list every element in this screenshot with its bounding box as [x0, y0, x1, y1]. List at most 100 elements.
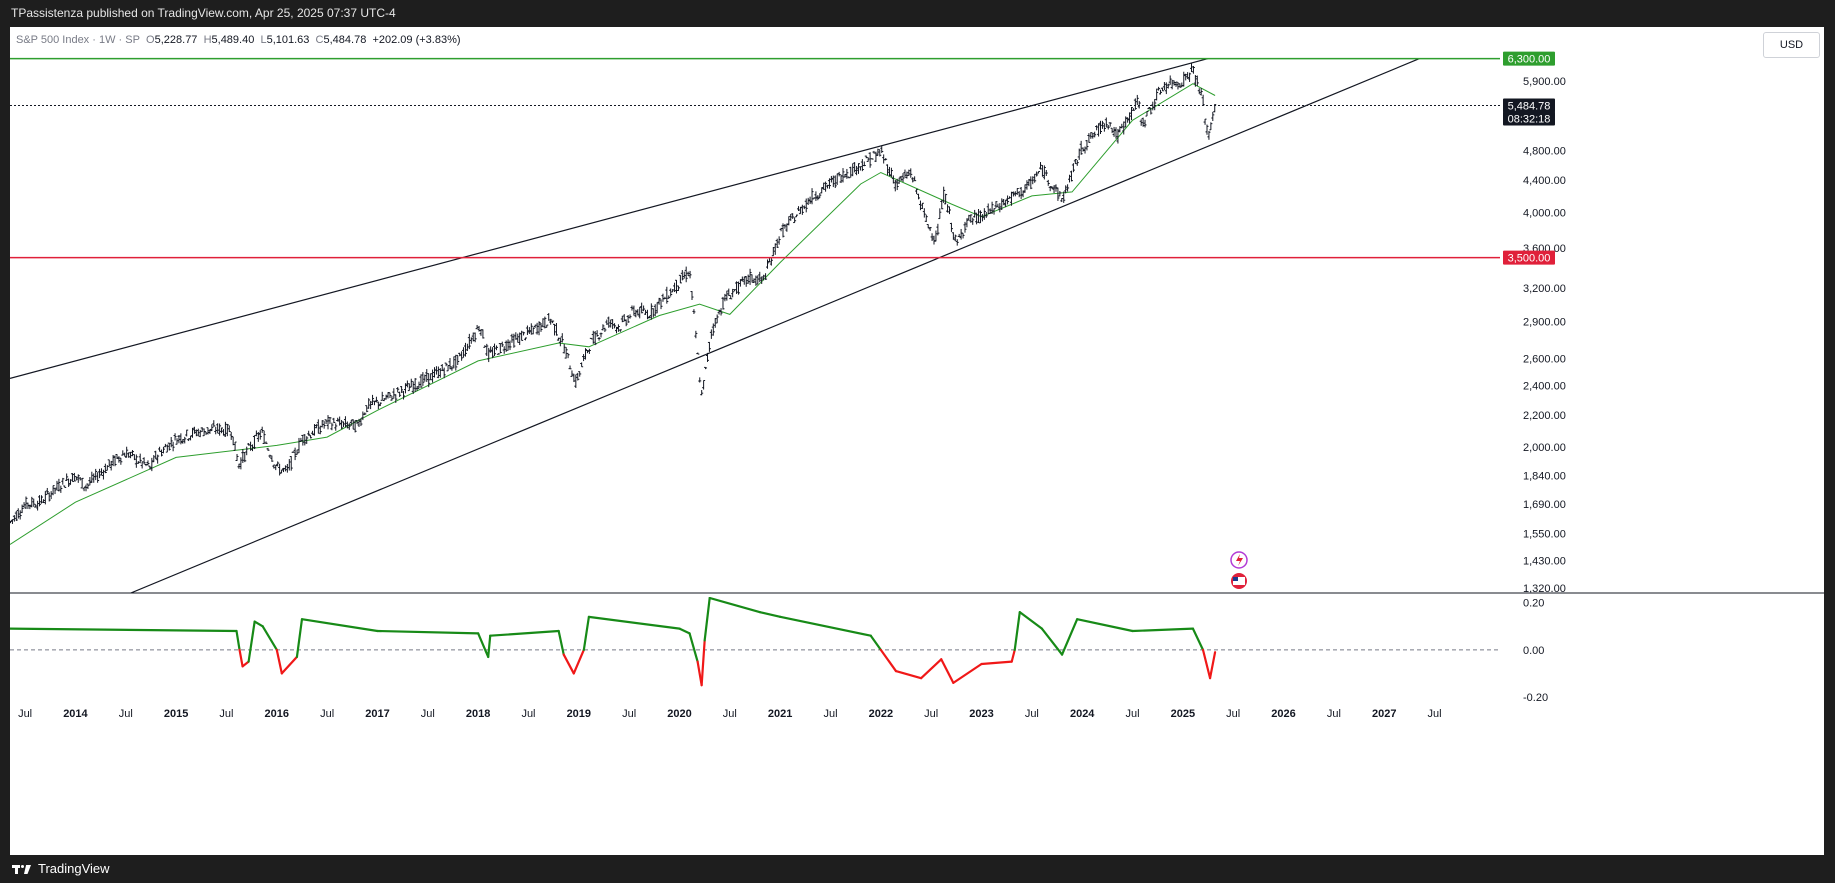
oscillator-segment — [261, 625, 278, 651]
oscillator-segment — [952, 662, 983, 684]
time-tick-label: Jul — [320, 708, 334, 720]
price-label-text-1: 5,484.78 — [1508, 101, 1551, 113]
time-tick-label: Jul — [521, 708, 535, 720]
time-tick-label: 2015 — [164, 708, 188, 720]
oscillator-segment — [879, 648, 898, 673]
open-value: 5,228.77 — [154, 34, 198, 46]
time-tick-label: Jul — [219, 708, 233, 720]
time-tick-label: Jul — [1126, 708, 1140, 720]
oscillator-segment — [703, 597, 711, 642]
time-tick-label: Jul — [119, 708, 133, 720]
open-label: O — [146, 34, 155, 46]
oscillator-segment — [1018, 611, 1044, 630]
price-tick-label: 4,000.00 — [1523, 207, 1566, 219]
time-tick-label: Jul — [18, 708, 32, 720]
event-icons — [1230, 551, 1248, 589]
oscillator-segment — [280, 655, 299, 675]
footer-bar: TradingView — [0, 855, 1835, 883]
oscillator-segment — [300, 618, 379, 633]
oscillator-segment — [1013, 611, 1021, 651]
flag-stripe — [1233, 577, 1245, 585]
price-label-box-1 — [1503, 98, 1555, 113]
time-tick-label: Jul — [924, 708, 938, 720]
time-tick-label: Jul — [823, 708, 837, 720]
oscillator-segment — [477, 632, 490, 659]
oscillator-segment — [582, 615, 590, 651]
price-tick-label: 4,800.00 — [1523, 146, 1566, 158]
oscillator-segment — [235, 629, 241, 651]
tradingview-icon — [12, 863, 32, 875]
oscillator-pane — [10, 597, 1500, 687]
publisher-text: TPassistenza published on TradingView.co… — [11, 6, 396, 20]
osc-tick-label: 0.20 — [1523, 598, 1544, 610]
brand-name: TradingView — [38, 861, 110, 876]
price-tick-label: 1,840.00 — [1523, 470, 1566, 482]
price-tick-label: 1,690.00 — [1523, 499, 1566, 511]
tradingview-logo[interactable]: TradingView — [12, 855, 110, 883]
symbol-name: S&P 500 Index · 1W · SP — [16, 34, 140, 46]
oscillator-segment — [253, 620, 264, 628]
trendline-upper — [10, 58, 1209, 379]
time-tick-label: 2017 — [365, 708, 389, 720]
price-tick-label: 2,200.00 — [1523, 410, 1566, 422]
oscillator-segment — [1191, 627, 1205, 651]
currency-button[interactable]: USD — [1763, 32, 1820, 58]
price-tick-label: 2,900.00 — [1523, 316, 1566, 328]
time-tick-label: 2018 — [466, 708, 490, 720]
oscillator-segment — [376, 629, 480, 635]
price-tick-label: 2,000.00 — [1523, 442, 1566, 454]
price-label-box-0 — [1503, 51, 1555, 66]
close-label: C — [315, 34, 324, 46]
time-tick-label: 2020 — [667, 708, 691, 720]
oscillator-segment — [487, 634, 492, 659]
chart-area[interactable] — [10, 27, 1824, 855]
oscillator-segment — [1010, 648, 1016, 663]
oscillator-segment — [1201, 648, 1212, 680]
oscillator-segment — [1131, 627, 1195, 633]
lightning-bolt — [1236, 554, 1243, 566]
oscillator-segment — [920, 658, 943, 680]
time-tick-label: 2024 — [1070, 708, 1095, 720]
oscillator-segment — [10, 627, 238, 633]
oscillator-segment — [940, 658, 955, 684]
oscillator-segment — [1208, 651, 1217, 680]
price-tick-label: 1,550.00 — [1523, 528, 1566, 540]
price-label-box-2 — [1503, 111, 1555, 126]
time-tick-label: 2027 — [1372, 708, 1396, 720]
oscillator-segment — [980, 660, 1013, 666]
price-pane — [10, 58, 1420, 593]
symbol-legend: S&P 500 Index · 1W · SP O5,228.77 H5,489… — [16, 34, 461, 46]
oscillator-segment — [688, 632, 699, 663]
oscillator-segment — [247, 620, 256, 663]
time-tick-label: 2016 — [265, 708, 289, 720]
time-tick-label: Jul — [723, 708, 737, 720]
publisher-bar: TPassistenza published on TradingView.co… — [0, 0, 1835, 27]
time-tick-label: Jul — [1327, 708, 1341, 720]
osc-tick-label: 0.00 — [1523, 645, 1544, 657]
moving-average-line — [10, 83, 1216, 545]
oscillator-segment — [1076, 618, 1134, 633]
price-tick-label: 4,400.00 — [1523, 175, 1566, 187]
oscillator-segment — [557, 629, 565, 656]
oscillator-segment — [1060, 618, 1079, 656]
time-tick-label: 2023 — [969, 708, 993, 720]
oscillator-segment — [700, 639, 706, 687]
time-tick-label: 2022 — [869, 708, 893, 720]
oscillator-segment — [708, 597, 762, 614]
time-tick-label: Jul — [622, 708, 636, 720]
oscillator-segment — [489, 629, 560, 637]
oscillator-segment — [295, 618, 304, 659]
time-tick-label: 2014 — [63, 708, 88, 720]
price-label-box-3 — [1503, 250, 1555, 265]
oscillator-segment — [894, 669, 923, 680]
high-label: H — [203, 34, 212, 46]
flag-canton — [1233, 577, 1238, 581]
oscillator-segment — [275, 648, 283, 675]
high-value: 5,489.40 — [211, 34, 255, 46]
oscillator-segment — [238, 648, 244, 668]
time-tick-label: 2026 — [1271, 708, 1295, 720]
price-tick-label: 2,600.00 — [1523, 353, 1566, 365]
oscillator-segment — [758, 611, 782, 618]
oscillator-segment — [869, 634, 882, 651]
